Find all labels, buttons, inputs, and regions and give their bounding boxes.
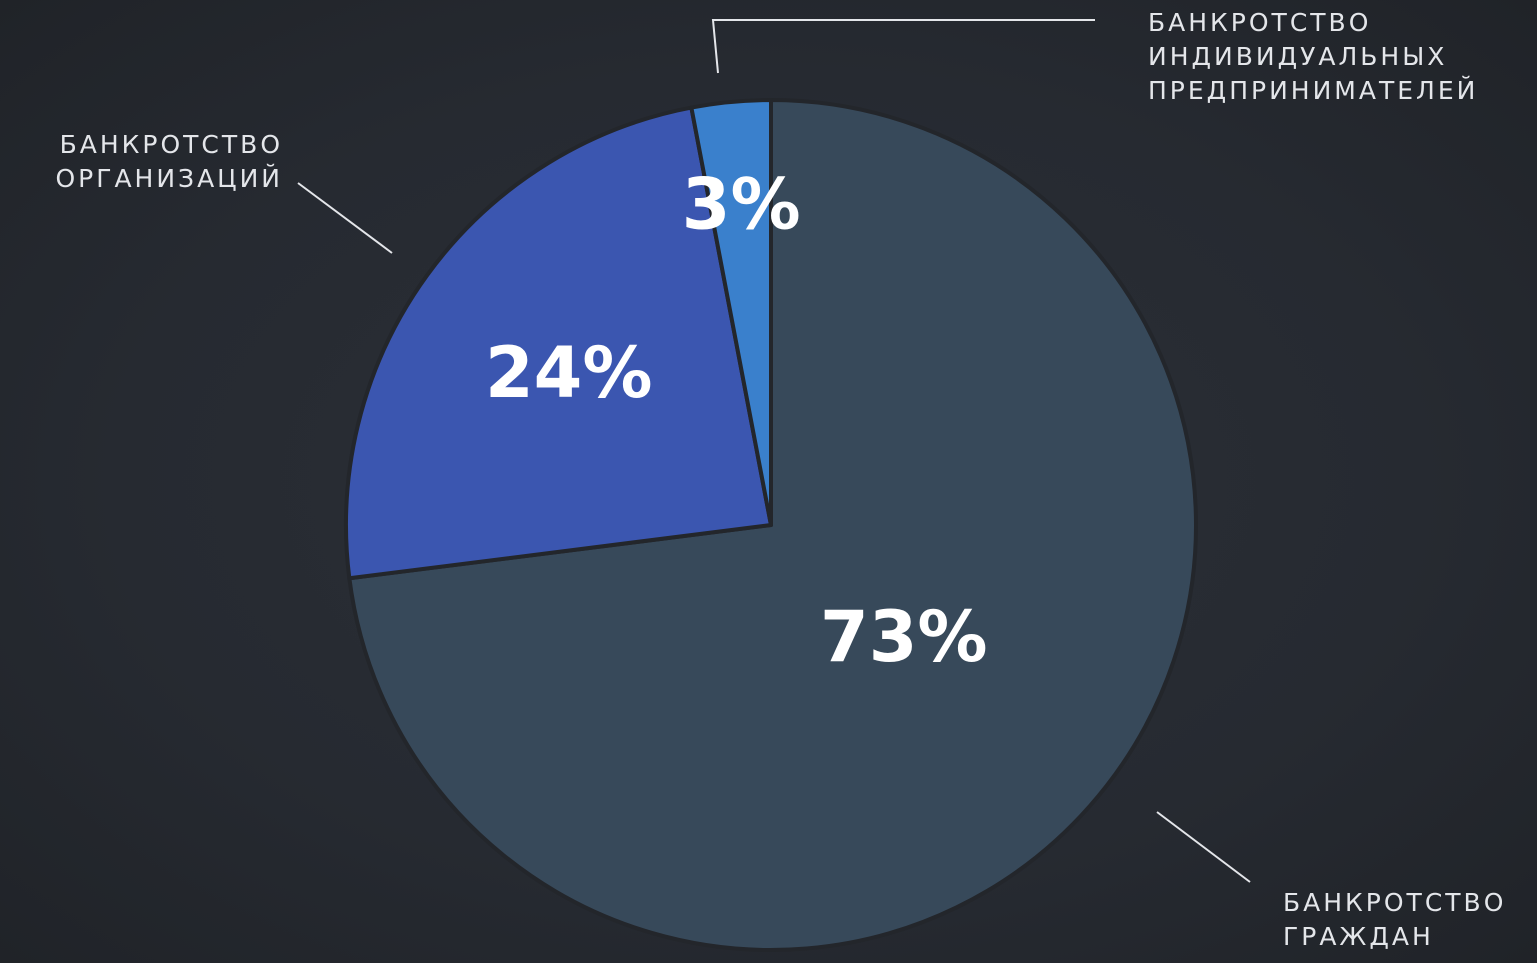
leader-line: [297, 182, 393, 254]
slices: [344, 98, 1198, 952]
leader-line: [1156, 811, 1251, 883]
slice-label: БАНКРОТСТВО ОРГАНИЗАЦИЙ: [55, 130, 283, 193]
pie-slice: [344, 105, 773, 581]
slice-label: БАНКРОТСТВО ИНДИВИДУАЛЬНЫХ ПРЕДПРИНИМАТЕ…: [1148, 8, 1479, 105]
value-label: 3%: [682, 163, 801, 245]
value-label: 73%: [820, 596, 988, 678]
leader-line: [711, 19, 1095, 74]
slice-label: БАНКРОТСТВО ГРАЖДАН: [1283, 888, 1507, 951]
value-label: 24%: [485, 332, 653, 414]
pie-slice: [689, 98, 773, 527]
